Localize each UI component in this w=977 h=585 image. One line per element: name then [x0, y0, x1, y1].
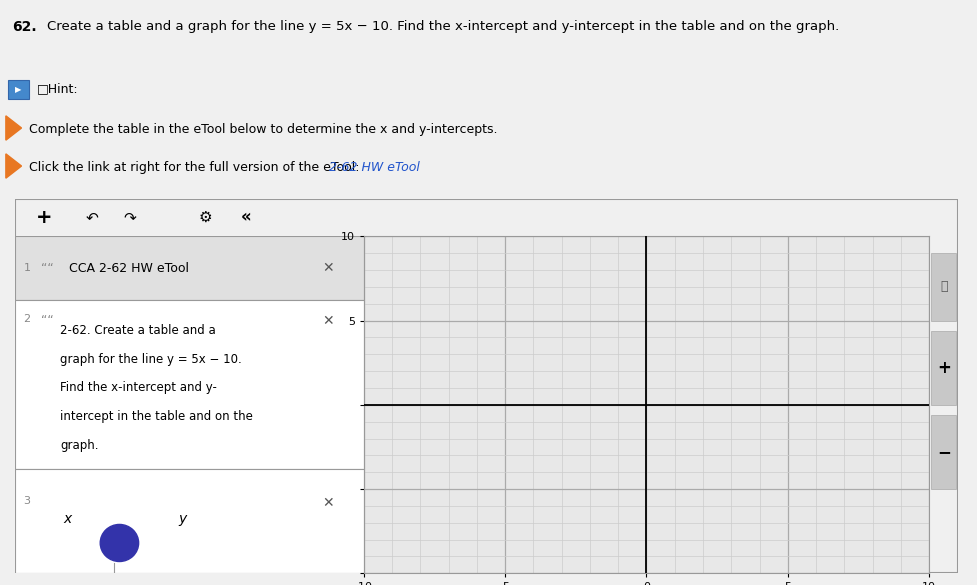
Text: +: +	[936, 359, 950, 377]
Text: N: N	[114, 538, 124, 548]
Text: 2-62 HW eTool: 2-62 HW eTool	[329, 161, 420, 174]
Bar	[15, 469, 363, 573]
Text: ↷: ↷	[123, 210, 136, 225]
Polygon shape	[6, 116, 21, 140]
Bar	[15, 300, 363, 469]
Text: 62.: 62.	[12, 20, 36, 34]
Text: Click the link at right for the full version of the eTool:: Click the link at right for the full ver…	[29, 161, 363, 174]
Text: ““: ““	[41, 314, 54, 327]
Circle shape	[100, 524, 139, 562]
Bar	[930, 253, 956, 321]
Text: ↶: ↶	[85, 210, 98, 225]
Text: Create a table and a graph for the line y = 5x − 10. Find the x-intercept and y-: Create a table and a graph for the line …	[47, 20, 838, 33]
Text: Complete the table in the eTool below to determine the x and y-intercepts.: Complete the table in the eTool below to…	[29, 123, 497, 136]
Text: ▶: ▶	[16, 85, 21, 94]
Text: +: +	[35, 208, 52, 227]
Bar	[930, 331, 956, 405]
Text: «: «	[241, 209, 252, 226]
Text: □Hint:: □Hint:	[37, 82, 79, 96]
Text: x: x	[64, 512, 71, 526]
Text: 2: 2	[23, 314, 30, 324]
Text: ““: ““	[41, 262, 54, 275]
Text: 🔧: 🔧	[939, 280, 947, 294]
Text: ✕: ✕	[321, 496, 333, 510]
Text: ⚙: ⚙	[198, 210, 212, 225]
Text: CCA 2-62 HW eTool: CCA 2-62 HW eTool	[68, 262, 189, 275]
Bar	[930, 415, 956, 489]
Polygon shape	[6, 154, 21, 178]
Text: ✕: ✕	[321, 314, 333, 328]
Text: 3: 3	[23, 496, 30, 506]
Text: y: y	[179, 512, 187, 526]
Bar	[8, 80, 29, 99]
Text: ✕: ✕	[321, 261, 333, 276]
Text: Find the x-intercept and y-: Find the x-intercept and y-	[60, 381, 217, 394]
Text: −: −	[936, 443, 950, 461]
Text: graph for the line y = 5x − 10.: graph for the line y = 5x − 10.	[60, 353, 241, 366]
Text: graph.: graph.	[60, 439, 99, 452]
Text: 1: 1	[23, 263, 30, 273]
Text: 2-62. Create a table and a: 2-62. Create a table and a	[60, 324, 216, 337]
Text: intercept in the table and on the: intercept in the table and on the	[60, 410, 253, 423]
Bar	[15, 236, 363, 300]
